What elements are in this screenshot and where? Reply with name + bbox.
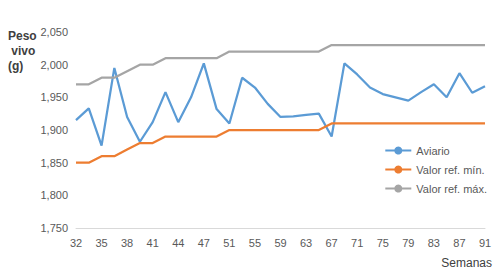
svg-text:Valor ref. máx.: Valor ref. máx. [416, 183, 487, 195]
svg-text:44: 44 [172, 237, 184, 249]
svg-text:71: 71 [351, 237, 363, 249]
svg-text:1,950: 1,950 [40, 91, 68, 103]
svg-text:38: 38 [121, 237, 133, 249]
svg-text:Semanas: Semanas [441, 256, 492, 270]
svg-text:1,800: 1,800 [40, 189, 68, 201]
svg-text:1,750: 1,750 [40, 222, 68, 234]
svg-text:83: 83 [428, 237, 440, 249]
svg-text:67: 67 [326, 237, 338, 249]
svg-text:2,050: 2,050 [40, 26, 68, 38]
svg-text:1,900: 1,900 [40, 124, 68, 136]
svg-text:2,000: 2,000 [40, 59, 68, 71]
svg-text:51: 51 [223, 237, 235, 249]
svg-text:Valor ref. mín.: Valor ref. mín. [416, 164, 484, 176]
svg-text:59: 59 [274, 237, 286, 249]
svg-text:91: 91 [479, 237, 491, 249]
svg-text:vivo: vivo [8, 44, 39, 58]
svg-text:(g): (g) [8, 59, 23, 73]
svg-text:47: 47 [198, 237, 210, 249]
svg-text:87: 87 [453, 237, 465, 249]
svg-text:1,850: 1,850 [40, 157, 68, 169]
svg-text:Aviario: Aviario [416, 145, 449, 157]
svg-text:63: 63 [300, 237, 312, 249]
svg-text:Peso: Peso [8, 29, 37, 43]
svg-text:41: 41 [147, 237, 159, 249]
svg-text:32: 32 [70, 237, 82, 249]
svg-text:55: 55 [249, 237, 261, 249]
svg-text:35: 35 [95, 237, 107, 249]
svg-text:79: 79 [402, 237, 414, 249]
svg-text:75: 75 [377, 237, 389, 249]
